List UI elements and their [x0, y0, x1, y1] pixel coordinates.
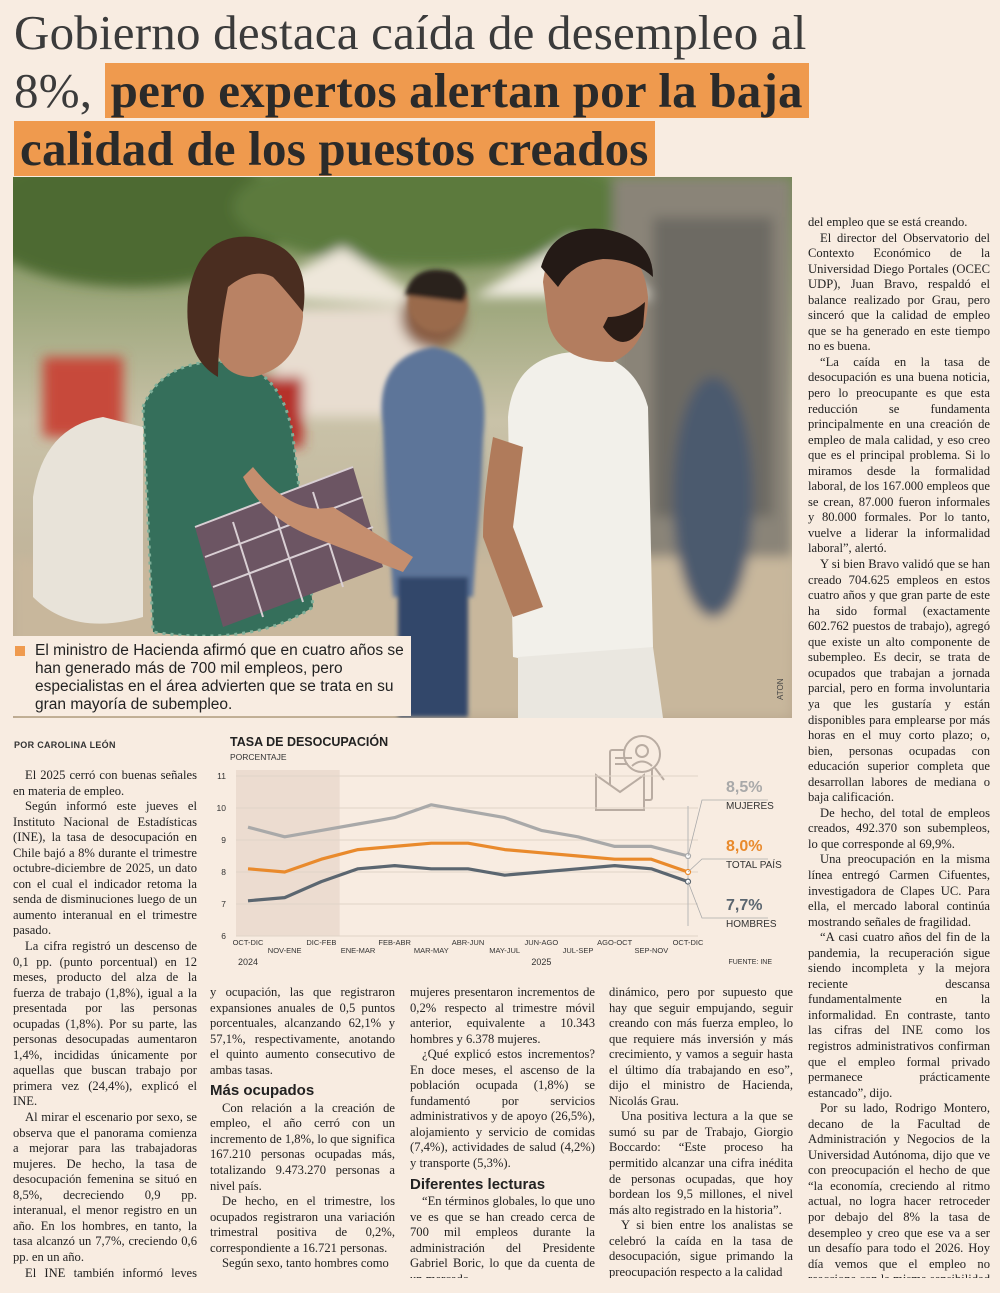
x-tick-label: OCT-DIC: [673, 938, 704, 947]
photo-credit: ATON: [776, 678, 785, 700]
chart-source: FUENTE: INE: [728, 959, 772, 966]
x-tick-label: SEP-NOV: [634, 946, 668, 955]
x-tick-label: FEB-ABR: [378, 938, 411, 947]
headline: Gobierno destaca caída de desempleo al 8…: [14, 4, 874, 178]
paragraph: y ocupación, las que registraron expansi…: [210, 985, 395, 1077]
series-line: [247, 803, 689, 858]
value-label: 8,0%: [726, 838, 762, 855]
x-tick-label: ENE-MAR: [341, 946, 376, 955]
x-tick-label: OCT-DIC: [233, 938, 264, 947]
y-tick-label: 11: [217, 771, 226, 781]
value-label: 7,7%: [726, 897, 762, 914]
paragraph: ¿Qué explicó estos incrementos? En doce …: [410, 1047, 595, 1171]
caption-bullet: [15, 646, 25, 656]
paragraph: Y si bien entre los analistas se celebró…: [609, 1218, 793, 1278]
paragraph: Y si bien Bravo validó que se han creado…: [808, 557, 990, 805]
legend-label: HOMBRES: [726, 919, 777, 930]
legend-label: TOTAL PAÍS: [726, 858, 782, 871]
value-label: 8,5%: [726, 779, 762, 796]
paragraph: Al mirar el escenario por sexo, se obser…: [13, 1110, 197, 1264]
chart: TASA DE DESOCUPACIÓN PORCENTAJE FUENTE: IN…: [217, 734, 783, 967]
chart-title: TASA DE DESOCUPACIÓN: [230, 734, 388, 749]
series-line: [247, 864, 689, 903]
x-tick-label: NOV-ENE: [268, 946, 302, 955]
x-tick-label: MAY-JUL: [489, 946, 520, 955]
y-tick-label: 6: [221, 931, 226, 941]
paragraph: mujeres presentaron incrementos de 0,2% …: [410, 985, 595, 1046]
text-column: y ocupación, las que registraron expansi…: [210, 985, 395, 1278]
headline-plain: Gobierno destaca caída de desempleo al 8…: [14, 5, 807, 118]
paragraph: El director del Observatorio del Context…: [808, 230, 990, 354]
subheading: Más ocupados: [210, 1082, 315, 1100]
end-point: [684, 878, 692, 885]
paragraph: De hecho, del total de empleos creados, …: [808, 805, 990, 851]
paragraph: El INE también informó leves mejoras en …: [25, 1265, 197, 1279]
paragraph: El 2025 cerró con buenas señales en mate…: [13, 768, 197, 798]
paragraph: del empleo que se está creando.: [808, 215, 968, 229]
text-column: del empleo que se está creando. El direct…: [808, 215, 990, 1278]
x-tick-label: JUN-AGO: [524, 938, 558, 947]
text-column: dinámico, pero por supuesto que hay que …: [609, 985, 793, 1278]
paragraph: La cifra registró un descenso de 0,1 pp.…: [13, 939, 197, 1109]
paragraph: “En términos globales, lo que uno ve es …: [410, 1194, 595, 1278]
x-tick-label: AGO-OCT: [597, 938, 632, 947]
paragraph: De hecho, en el trimestre, los ocupados …: [210, 1194, 395, 1255]
text-column: mujeres presentaron incrementos de 0,2% …: [410, 985, 595, 1278]
photo: [13, 177, 792, 718]
label-leader: [687, 881, 768, 919]
subheading: Diferentes lecturas: [410, 1175, 546, 1193]
paragraph: Con relación a la creación de empleo, el…: [210, 1100, 395, 1193]
label-leader: [687, 858, 768, 873]
year-label: 2025: [531, 957, 551, 967]
shaded-period: [236, 770, 340, 936]
paragraph: Según informó este jueves el Instituto N…: [13, 799, 197, 938]
y-tick-label: 8: [221, 867, 226, 877]
caption-text: El ministro de Hacienda afirmó que en cu…: [35, 642, 404, 713]
x-tick-label: JUL-SEP: [563, 946, 594, 955]
chart-icon: [595, 735, 665, 811]
y-tick-label: 9: [221, 835, 226, 845]
paragraph: “A casi cuatro años del fin de la pandem…: [808, 930, 990, 1100]
x-tick-label: MAR-MAY: [414, 946, 449, 955]
y-tick-label: 10: [217, 803, 227, 813]
year-label: 2024: [238, 957, 258, 967]
photo-caption: El ministro de Hacienda afirmó que en cu…: [13, 636, 411, 716]
paragraph: Por su lado, Rodrigo Montero, decano de …: [808, 1101, 990, 1278]
paragraph: Según sexo, tanto hombres como: [222, 1256, 389, 1271]
headline-highlight: pero expertos alertan por la baja calida…: [14, 63, 809, 176]
x-tick-label: DIC-FEB: [306, 938, 336, 947]
paragraph: Una positiva lectura a la que se sumó su…: [609, 1109, 793, 1217]
text-column: El 2025 cerró con buenas señales en mate…: [13, 768, 197, 1278]
paragraph: “La caída en la tasa de desocupación es …: [808, 354, 990, 556]
paragraph: Una preocupación en la misma línea entre…: [808, 852, 990, 929]
legend-label: MUJERES: [726, 801, 774, 812]
byline: POR CAROLINA LEÓN: [14, 740, 116, 750]
chart-subtitle: PORCENTAJE: [230, 752, 287, 762]
y-tick-label: 7: [221, 899, 226, 909]
series-line: [247, 841, 689, 874]
x-tick-label: ABR-JUN: [452, 938, 485, 947]
label-leader: [687, 799, 768, 857]
paragraph: dinámico, pero por supuesto que hay que …: [609, 985, 793, 1108]
